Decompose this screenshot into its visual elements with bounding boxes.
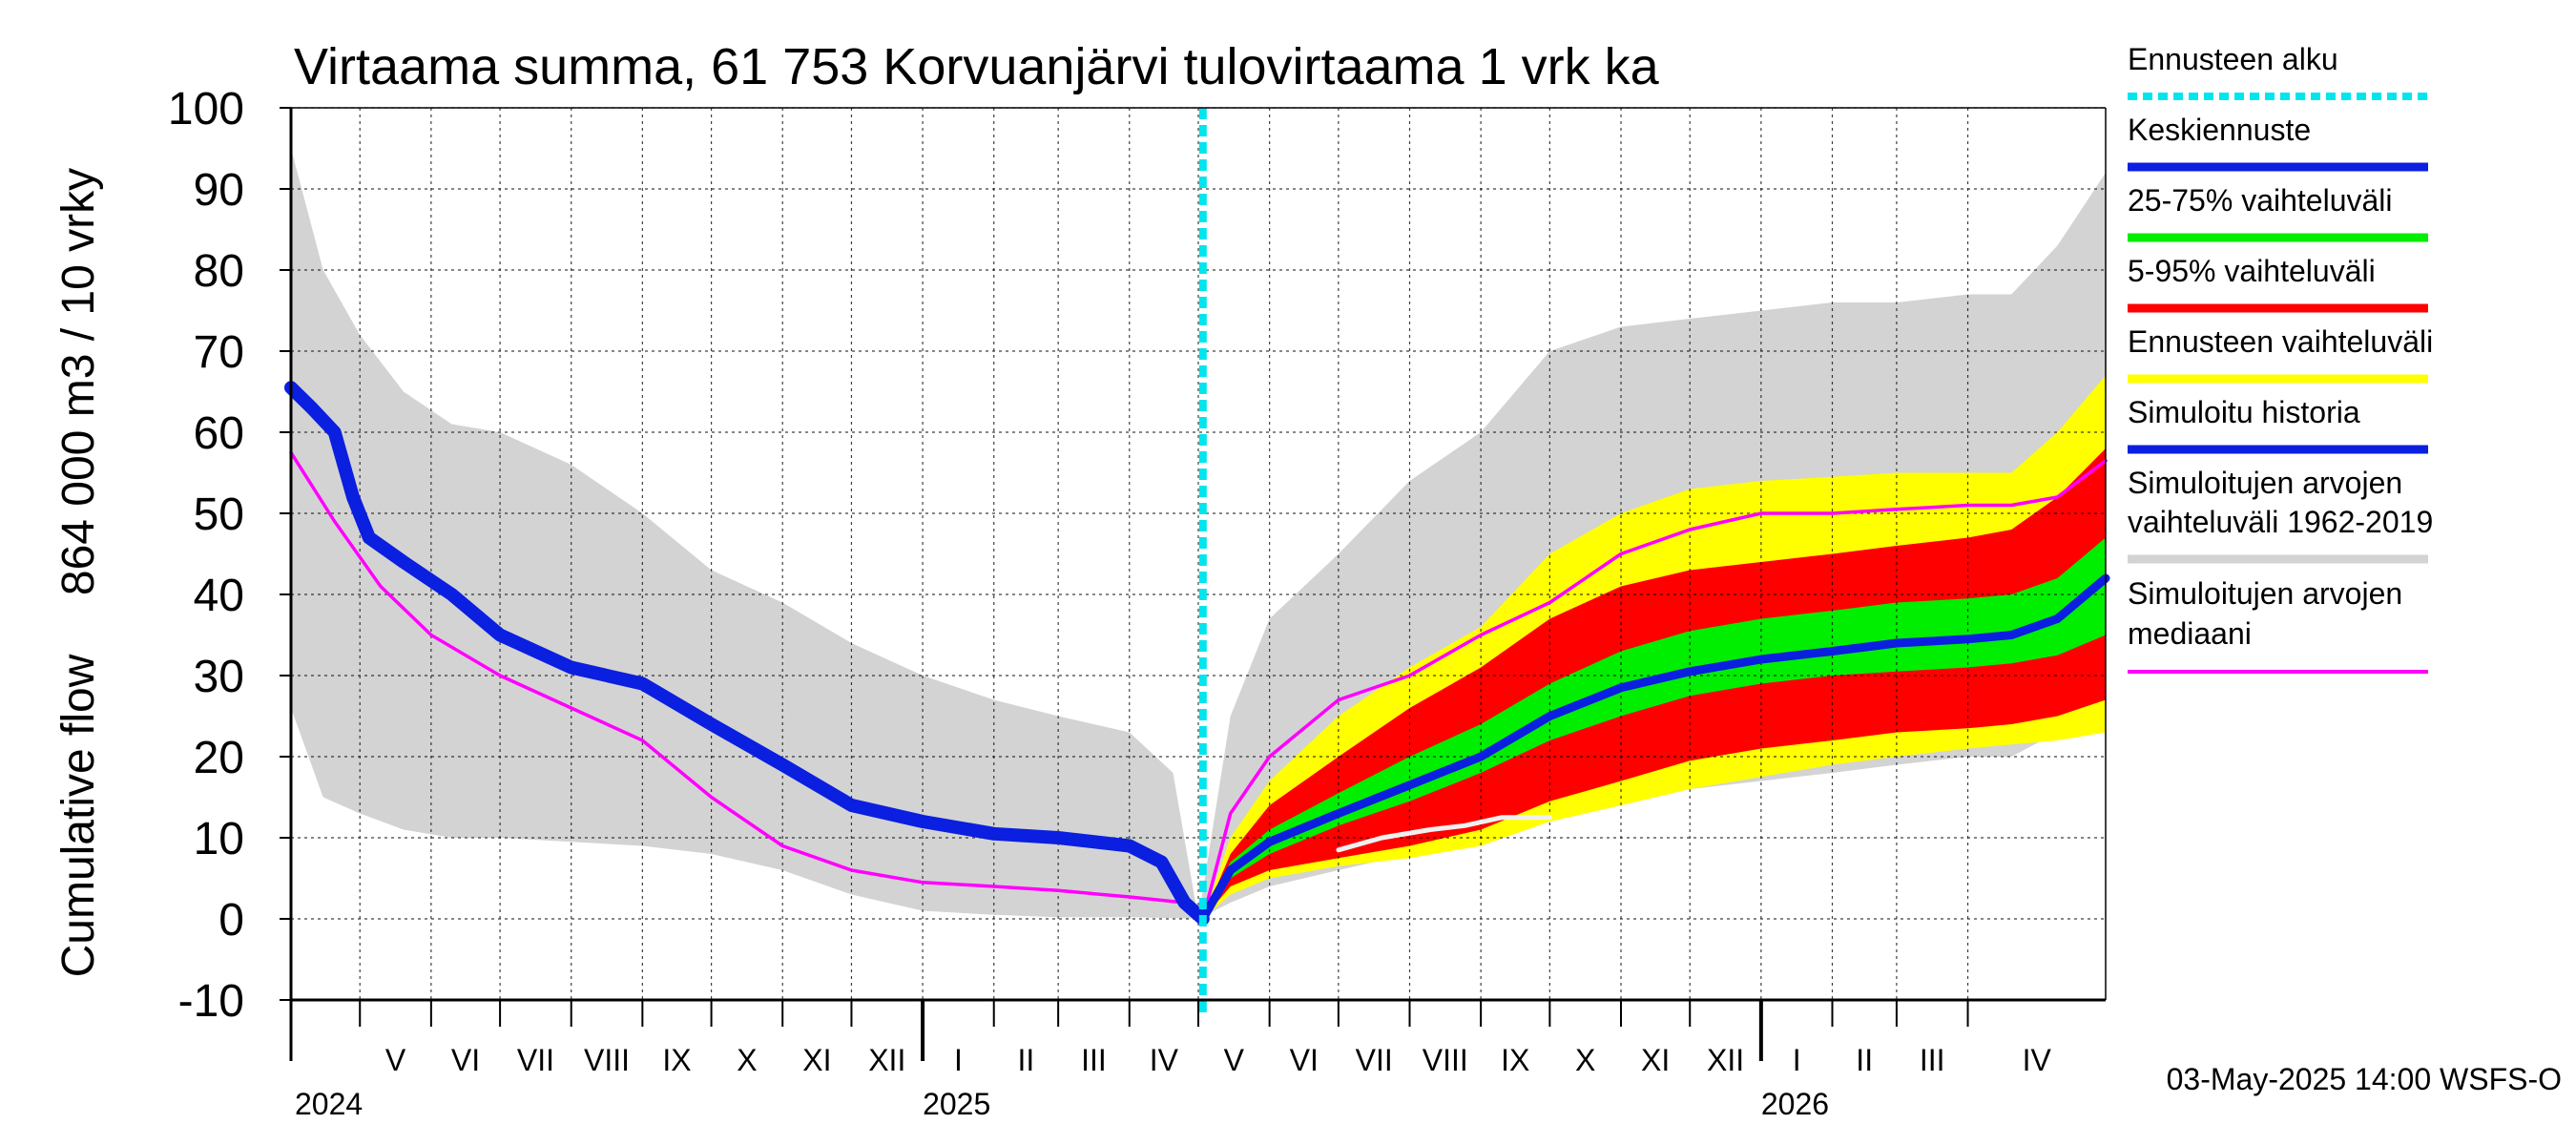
x-month-label: IX bbox=[1501, 1043, 1529, 1077]
x-month-label: X bbox=[1575, 1043, 1595, 1077]
x-month-label: XII bbox=[868, 1043, 905, 1077]
x-month-label: XI bbox=[802, 1043, 831, 1077]
y-tick-label: 80 bbox=[194, 246, 244, 297]
x-month-label: I bbox=[954, 1043, 963, 1077]
x-month-label: III bbox=[1081, 1043, 1107, 1077]
x-month-label: II bbox=[1856, 1043, 1873, 1077]
y-tick-label: 90 bbox=[194, 165, 244, 216]
y-tick-label: 10 bbox=[194, 814, 244, 864]
y-tick-label: 100 bbox=[168, 84, 244, 135]
x-month-label: XI bbox=[1641, 1043, 1670, 1077]
x-month-label: XII bbox=[1707, 1043, 1744, 1077]
x-month-label: VI bbox=[1290, 1043, 1319, 1077]
x-month-label: VIII bbox=[1423, 1043, 1468, 1077]
band-25-75-vaihteluv-li bbox=[1202, 537, 2106, 919]
x-month-label: IV bbox=[1150, 1043, 1179, 1077]
legend-label: Simuloitu historia bbox=[2128, 395, 2360, 429]
x-month-label: VI bbox=[451, 1043, 480, 1077]
y-tick-label: 0 bbox=[218, 895, 244, 946]
x-month-label: V bbox=[385, 1043, 406, 1077]
y-tick-label: 30 bbox=[194, 652, 244, 702]
x-month-label: IX bbox=[662, 1043, 691, 1077]
legend-label: Keskiennuste bbox=[2128, 113, 2311, 147]
y-axis-unit: 864 000 m3 / 10 vrky bbox=[53, 168, 104, 595]
y-tick-label: 20 bbox=[194, 733, 244, 783]
x-year-label: 2024 bbox=[295, 1087, 363, 1121]
x-month-label: III bbox=[1920, 1043, 1945, 1077]
x-year-label: 2025 bbox=[923, 1087, 990, 1121]
chart-title: Virtaama summa, 61 753 Korvuanjärvi tulo… bbox=[294, 38, 1660, 95]
legend-label: mediaani bbox=[2128, 616, 2252, 651]
legend-label: Simuloitujen arvojen bbox=[2128, 576, 2402, 611]
legend-label: vaihteluväli 1962-2019 bbox=[2128, 505, 2433, 539]
x-month-label: V bbox=[1224, 1043, 1245, 1077]
x-month-label: I bbox=[1793, 1043, 1801, 1077]
legend-label: 25-75% vaihteluväli bbox=[2128, 183, 2393, 218]
x-month-label: X bbox=[737, 1043, 757, 1077]
x-month-label: VII bbox=[517, 1043, 554, 1077]
y-axis-title: Cumulative flow bbox=[53, 654, 104, 977]
series-line-simuloitu-historia-vaalea bbox=[1336, 815, 1552, 853]
series-line-keskiennuste bbox=[1198, 573, 2110, 924]
axes: -10 0 10 20 30 40 50 60 70 80 90 100 Cumulative flow… bbox=[53, 84, 2107, 1121]
legend-label: Simuloitujen arvojen bbox=[2128, 466, 2402, 500]
x-month-label: II bbox=[1018, 1043, 1035, 1077]
footer-timestamp: 03-May-2025 14:00 WSFS-O bbox=[2167, 1062, 2562, 1096]
y-tick-label: 60 bbox=[194, 408, 244, 459]
y-tick-label: -10 bbox=[178, 976, 244, 1027]
x-year-label: 2026 bbox=[1761, 1087, 1829, 1121]
legend-label: 5-95% vaihteluväli bbox=[2128, 254, 2376, 288]
legend-label: Ennusteen alku bbox=[2128, 42, 2338, 76]
x-month-label: VIII bbox=[584, 1043, 630, 1077]
y-tick-label: 70 bbox=[194, 327, 244, 378]
y-tick-label: 50 bbox=[194, 489, 244, 540]
x-month-label: IV bbox=[2023, 1043, 2052, 1077]
legend: Ennusteen alku Keskiennuste 25-75% vaihtel… bbox=[2128, 42, 2433, 674]
legend-label: Ennusteen vaihteluväli bbox=[2128, 324, 2433, 359]
y-tick-label: 40 bbox=[194, 571, 244, 621]
x-month-label: VII bbox=[1356, 1043, 1393, 1077]
series-lines bbox=[284, 108, 2110, 1013]
series-line-simuloitu-historia bbox=[284, 381, 1210, 926]
